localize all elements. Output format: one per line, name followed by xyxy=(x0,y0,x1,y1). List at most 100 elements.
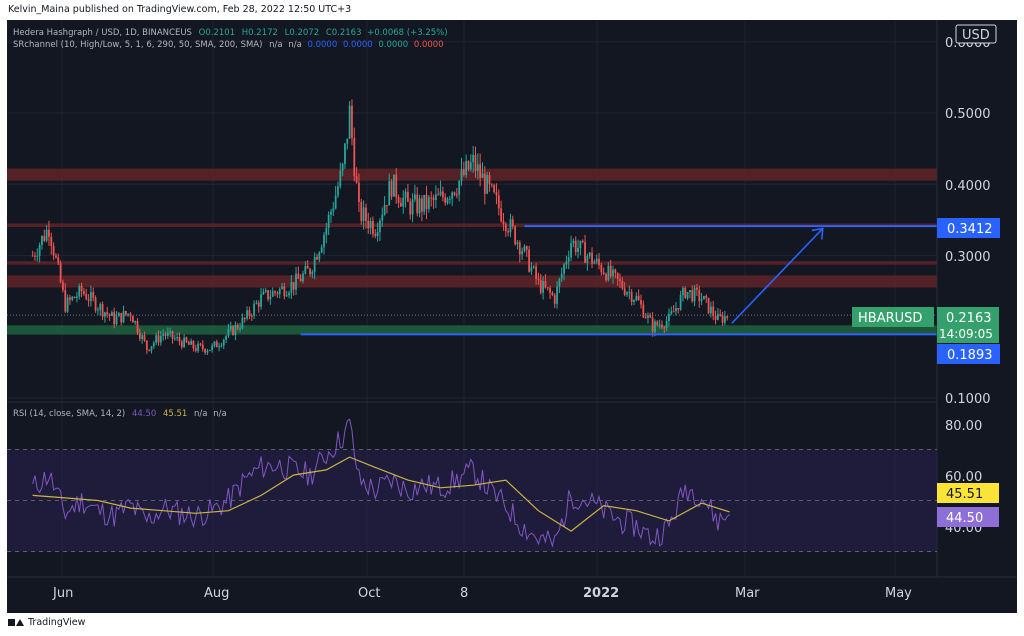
ohlc-close: C0.2163 xyxy=(326,28,362,38)
candle-body xyxy=(113,312,116,325)
support-zone xyxy=(7,325,937,335)
resistance-zone xyxy=(7,223,937,227)
candle-body xyxy=(90,292,92,301)
candle-body xyxy=(260,294,262,307)
candle-body xyxy=(544,281,547,288)
rsi-line xyxy=(32,418,730,548)
candle-body xyxy=(495,192,498,196)
candle-body xyxy=(71,296,74,300)
candle-body xyxy=(584,242,586,263)
candle-body xyxy=(341,163,344,171)
candle-body xyxy=(404,191,407,198)
candle-body xyxy=(565,261,568,265)
candle-body xyxy=(686,291,689,298)
candle-body xyxy=(45,229,48,241)
candle-body xyxy=(166,332,169,336)
candle-body xyxy=(444,197,447,204)
footer-brand: TradingView xyxy=(28,617,86,628)
candle-body xyxy=(427,197,430,210)
trendlines[interactable] xyxy=(300,225,937,336)
candle-body xyxy=(38,245,41,256)
x-tick-label: Mar xyxy=(735,586,760,601)
chart-canvas[interactable]: Hedera Hashgraph / USD, 1D, BINANCEUS O0… xyxy=(7,20,1017,613)
candle-body xyxy=(243,317,246,319)
candle-body xyxy=(591,252,593,264)
candle-body xyxy=(199,343,202,345)
candle-body xyxy=(73,296,76,299)
indicator-val: n/a xyxy=(288,40,301,50)
candle-body xyxy=(542,281,544,293)
candle-body xyxy=(232,326,234,335)
candle-body xyxy=(62,282,64,290)
arrow-head xyxy=(811,227,824,240)
candle-body xyxy=(609,265,612,277)
candle-body xyxy=(637,295,640,301)
candle-body xyxy=(299,278,302,282)
x-tick-label: Aug xyxy=(204,586,229,601)
candle-body xyxy=(497,195,500,209)
candle-body xyxy=(353,138,356,177)
indicator-val: 0.0000 xyxy=(343,40,373,50)
candle-body xyxy=(358,182,360,202)
candle-body xyxy=(248,310,251,316)
candle-body xyxy=(204,349,207,353)
candle-body xyxy=(626,292,628,295)
candle-body xyxy=(416,194,419,214)
candle-body xyxy=(309,268,311,275)
candle-body xyxy=(675,307,677,312)
candle-body xyxy=(504,224,507,232)
candle-body xyxy=(83,291,85,294)
candle-body xyxy=(316,256,318,260)
candle-body xyxy=(162,334,165,336)
candle-body xyxy=(374,233,377,236)
rsi-na: n/a xyxy=(194,409,207,419)
candle-body xyxy=(281,286,283,289)
rsi-legend[interactable]: RSI (14, close, SMA, 14, 2) 44.50 45.51 … xyxy=(13,409,227,419)
candle-body xyxy=(462,169,465,176)
ohlc-open: O0.2101 xyxy=(199,28,235,38)
candle-body xyxy=(176,337,179,339)
rsi-title: RSI (14, close, SMA, 14, 2) xyxy=(13,409,125,419)
candle-body xyxy=(572,240,575,244)
candle-body xyxy=(344,143,346,164)
y-tick-label: 0.3000 xyxy=(945,250,991,265)
footer: TradingView xyxy=(8,617,85,628)
currency-badge[interactable] xyxy=(955,24,997,44)
indicator-legend[interactable]: SRchannel (10, High/Low, 5, 1, 6, 290, 5… xyxy=(13,40,444,50)
candle-body xyxy=(276,292,279,295)
candle-body xyxy=(253,303,255,316)
candle-body xyxy=(115,316,118,325)
candle-body xyxy=(448,198,451,200)
candle-body xyxy=(122,310,125,323)
candle-body xyxy=(250,315,253,317)
candle-body xyxy=(558,278,561,287)
candle-body xyxy=(483,173,486,194)
ohlc-change: +0.0068 (+3.25%) xyxy=(367,28,447,38)
candle-body xyxy=(665,320,668,329)
last-price-tag xyxy=(937,307,999,343)
candle-body xyxy=(574,240,577,252)
candle-body xyxy=(295,273,297,290)
candle-body xyxy=(514,226,517,245)
candle-body xyxy=(94,297,97,311)
candle-body xyxy=(152,342,155,347)
candle-body xyxy=(563,264,565,274)
candle-body xyxy=(138,332,141,339)
candle-body xyxy=(689,290,691,292)
candle-body xyxy=(509,219,512,233)
candle-body xyxy=(707,297,710,314)
candle-body xyxy=(241,317,244,329)
candle-body xyxy=(693,287,696,302)
candle-body xyxy=(183,337,186,348)
candle-body xyxy=(334,195,337,209)
candle-body xyxy=(621,281,624,289)
publisher-line: Kelvin_Maina published on TradingView.co… xyxy=(8,4,352,15)
time-axis[interactable]: Jun Aug Oct 8 2022 Mar May xyxy=(52,586,912,601)
candle-body xyxy=(579,240,582,248)
x-tick-label: May xyxy=(885,586,912,601)
x-tick-label-year: 2022 xyxy=(583,586,619,601)
symbol-legend[interactable]: Hedera Hashgraph / USD, 1D, BINANCEUS O0… xyxy=(13,28,448,38)
candle-body xyxy=(211,345,214,350)
candle-body xyxy=(460,169,463,181)
rsi-ma-tag xyxy=(937,483,999,503)
